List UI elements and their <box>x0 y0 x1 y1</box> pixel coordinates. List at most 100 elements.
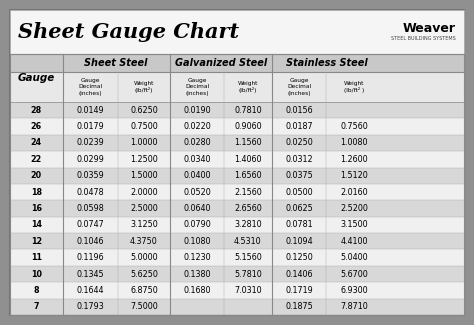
Text: Stainless Steel: Stainless Steel <box>285 58 367 68</box>
Bar <box>10 102 464 118</box>
Text: 0.0239: 0.0239 <box>76 138 104 148</box>
Text: 5.7810: 5.7810 <box>234 269 262 279</box>
Text: 2.0160: 2.0160 <box>340 188 368 197</box>
Text: 0.0640: 0.0640 <box>183 204 211 213</box>
Text: 1.6560: 1.6560 <box>234 171 262 180</box>
Bar <box>10 299 464 315</box>
Text: 4.3750: 4.3750 <box>130 237 158 246</box>
Bar <box>10 217 464 233</box>
Text: 1.2600: 1.2600 <box>340 155 368 164</box>
Text: 0.1680: 0.1680 <box>183 286 211 295</box>
Text: 7.8710: 7.8710 <box>340 302 368 311</box>
Text: 12: 12 <box>31 237 42 246</box>
Text: 5.6250: 5.6250 <box>130 269 158 279</box>
Text: 1.2500: 1.2500 <box>130 155 158 164</box>
Text: 0.6250: 0.6250 <box>130 106 158 115</box>
Text: 0.0312: 0.0312 <box>285 155 313 164</box>
Bar <box>10 151 464 168</box>
Text: 0.0359: 0.0359 <box>76 171 104 180</box>
Text: 0.0375: 0.0375 <box>285 171 313 180</box>
Text: 0.1719: 0.1719 <box>285 286 313 295</box>
Text: 24: 24 <box>31 138 42 148</box>
Text: Weight
(lb/ft² ): Weight (lb/ft² ) <box>344 81 364 93</box>
Text: 5.1560: 5.1560 <box>234 253 262 262</box>
Text: 0.1793: 0.1793 <box>76 302 104 311</box>
Bar <box>10 10 464 54</box>
Text: 2.0000: 2.0000 <box>130 188 158 197</box>
Text: 0.7560: 0.7560 <box>340 122 368 131</box>
Text: 11: 11 <box>31 253 42 262</box>
Text: 0.0520: 0.0520 <box>183 188 211 197</box>
Text: 0.0340: 0.0340 <box>183 155 211 164</box>
Text: 5.0000: 5.0000 <box>130 253 158 262</box>
Text: 0.1196: 0.1196 <box>76 253 104 262</box>
Text: 0.0598: 0.0598 <box>76 204 104 213</box>
Text: Weight
(lb/ft²): Weight (lb/ft²) <box>134 81 154 93</box>
Text: 0.0250: 0.0250 <box>285 138 313 148</box>
Bar <box>10 250 464 266</box>
Bar <box>10 282 464 299</box>
Bar <box>10 168 464 184</box>
Text: 7.5000: 7.5000 <box>130 302 158 311</box>
Text: 0.0149: 0.0149 <box>76 106 104 115</box>
Bar <box>10 135 464 151</box>
Text: 0.1046: 0.1046 <box>77 237 104 246</box>
Text: 0.0625: 0.0625 <box>285 204 313 213</box>
Bar <box>10 72 464 102</box>
Text: 7: 7 <box>34 302 39 311</box>
Text: 16: 16 <box>31 204 42 213</box>
Text: 1.0000: 1.0000 <box>130 138 158 148</box>
Text: 2.5000: 2.5000 <box>130 204 158 213</box>
Text: 0.1094: 0.1094 <box>285 237 313 246</box>
Text: 0.1345: 0.1345 <box>76 269 104 279</box>
Text: 0.1875: 0.1875 <box>285 302 313 311</box>
Text: 2.5200: 2.5200 <box>340 204 368 213</box>
Text: 0.1250: 0.1250 <box>285 253 313 262</box>
Text: 2.1560: 2.1560 <box>234 188 262 197</box>
Text: 1.5120: 1.5120 <box>340 171 368 180</box>
Text: Weight
(lb/ft²): Weight (lb/ft²) <box>237 81 258 93</box>
Text: 1.1560: 1.1560 <box>234 138 262 148</box>
Text: 4.5310: 4.5310 <box>234 237 262 246</box>
Text: 8: 8 <box>34 286 39 295</box>
Text: Sheet Gauge Chart: Sheet Gauge Chart <box>18 22 239 42</box>
Text: 28: 28 <box>31 106 42 115</box>
Bar <box>10 118 464 135</box>
Text: 0.0187: 0.0187 <box>285 122 313 131</box>
Text: 1.0080: 1.0080 <box>340 138 368 148</box>
Text: 0.0220: 0.0220 <box>183 122 211 131</box>
Text: Sheet Steel: Sheet Steel <box>84 58 148 68</box>
Bar <box>10 54 464 72</box>
Text: 18: 18 <box>31 188 42 197</box>
Text: 0.0179: 0.0179 <box>76 122 104 131</box>
Text: 1.5000: 1.5000 <box>130 171 158 180</box>
Text: 0.1080: 0.1080 <box>183 237 211 246</box>
Text: 0.0400: 0.0400 <box>183 171 211 180</box>
Text: Galvanized Steel: Galvanized Steel <box>174 58 267 68</box>
Text: 3.1250: 3.1250 <box>130 220 158 229</box>
Text: 26: 26 <box>31 122 42 131</box>
Text: 0.7500: 0.7500 <box>130 122 158 131</box>
Text: 0.9060: 0.9060 <box>234 122 262 131</box>
Text: Weaver: Weaver <box>403 22 456 35</box>
Text: 5.6700: 5.6700 <box>340 269 368 279</box>
Text: 0.0781: 0.0781 <box>285 220 313 229</box>
Bar <box>10 233 464 250</box>
Text: 0.1230: 0.1230 <box>183 253 211 262</box>
Text: 14: 14 <box>31 220 42 229</box>
Text: 7.0310: 7.0310 <box>234 286 262 295</box>
Text: Gauge
Decimal
(inches): Gauge Decimal (inches) <box>287 78 311 96</box>
Text: 0.0747: 0.0747 <box>76 220 104 229</box>
Text: 22: 22 <box>31 155 42 164</box>
Text: 0.0478: 0.0478 <box>76 188 104 197</box>
Text: 0.0500: 0.0500 <box>285 188 313 197</box>
Text: 20: 20 <box>31 171 42 180</box>
Text: 0.1644: 0.1644 <box>77 286 104 295</box>
Text: Gauge: Gauge <box>18 73 55 83</box>
Text: 4.4100: 4.4100 <box>340 237 368 246</box>
Text: 0.1380: 0.1380 <box>183 269 211 279</box>
Text: STEEL BUILDING SYSTEMS: STEEL BUILDING SYSTEMS <box>391 35 456 41</box>
Text: 0.7810: 0.7810 <box>234 106 262 115</box>
Text: 5.0400: 5.0400 <box>340 253 368 262</box>
Bar <box>10 200 464 217</box>
